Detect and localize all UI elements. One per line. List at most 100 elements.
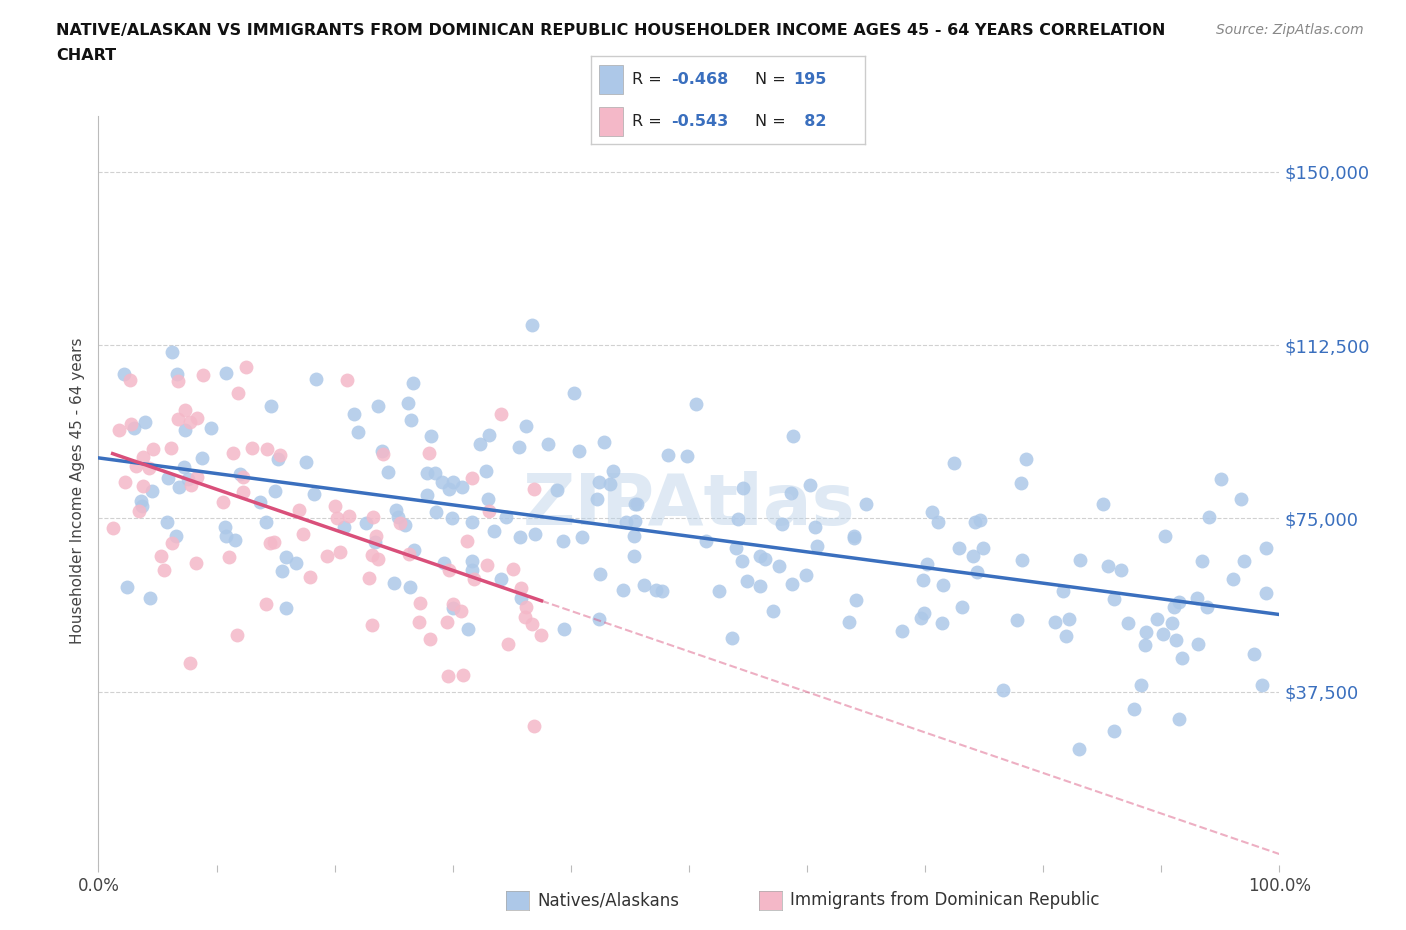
Point xyxy=(415,466,437,481)
Point xyxy=(754,551,776,566)
Point xyxy=(842,531,865,546)
Text: -0.468: -0.468 xyxy=(672,72,728,86)
Text: NATIVE/ALASKAN VS IMMIGRANTS FROM DOMINICAN REPUBLIC HOUSEHOLDER INCOME AGES 45 : NATIVE/ALASKAN VS IMMIGRANTS FROM DOMINI… xyxy=(56,23,1166,38)
Point xyxy=(249,495,271,510)
Point xyxy=(364,529,387,544)
Point xyxy=(371,446,394,461)
Point xyxy=(152,563,174,578)
Point xyxy=(931,616,953,631)
Point xyxy=(242,441,264,456)
Point xyxy=(457,621,479,636)
Point xyxy=(1059,611,1081,626)
Point xyxy=(1111,563,1133,578)
Point xyxy=(396,396,419,411)
Point xyxy=(991,683,1014,698)
Point xyxy=(553,622,575,637)
Point xyxy=(478,504,501,519)
Point xyxy=(749,578,772,593)
Point xyxy=(167,412,190,427)
Point xyxy=(108,423,131,438)
Point xyxy=(762,604,785,618)
Point xyxy=(441,474,464,489)
Point xyxy=(408,595,430,610)
Point xyxy=(191,451,214,466)
Point xyxy=(657,447,679,462)
Point xyxy=(731,480,754,495)
Point xyxy=(1191,553,1213,568)
Point xyxy=(402,376,425,391)
FancyBboxPatch shape xyxy=(599,65,623,94)
Point xyxy=(651,584,673,599)
Point xyxy=(489,572,512,587)
Point xyxy=(360,548,382,563)
Point xyxy=(806,538,828,553)
Point xyxy=(770,517,793,532)
Point xyxy=(371,444,394,458)
Point xyxy=(633,578,655,593)
Point xyxy=(585,491,607,506)
Point xyxy=(509,529,531,544)
Point xyxy=(291,527,314,542)
Point xyxy=(1254,586,1277,601)
Point xyxy=(1130,677,1153,692)
Point xyxy=(475,463,498,478)
Point xyxy=(120,417,142,432)
Point xyxy=(269,447,291,462)
Point xyxy=(530,627,553,642)
Point xyxy=(141,484,163,498)
Point xyxy=(1010,476,1032,491)
Point xyxy=(298,569,321,584)
Point xyxy=(179,415,201,430)
Point xyxy=(160,345,183,360)
Point xyxy=(599,477,621,492)
Point xyxy=(623,549,645,564)
Point xyxy=(477,492,499,507)
Point xyxy=(274,550,297,565)
Point xyxy=(567,444,589,458)
Point xyxy=(602,463,624,478)
Point xyxy=(284,555,307,570)
Point xyxy=(215,529,238,544)
Point xyxy=(160,536,183,551)
Y-axis label: Householder Income Ages 45 - 64 years: Householder Income Ages 45 - 64 years xyxy=(70,338,86,644)
Point xyxy=(1052,583,1074,598)
Point xyxy=(186,411,208,426)
Point xyxy=(523,719,546,734)
Point xyxy=(430,474,453,489)
Point xyxy=(1164,632,1187,647)
Point xyxy=(509,580,531,595)
Point xyxy=(441,600,464,615)
Point xyxy=(436,669,458,684)
Point xyxy=(963,514,986,529)
Point xyxy=(377,464,399,479)
Point xyxy=(323,498,346,513)
Point xyxy=(676,449,699,464)
Point xyxy=(226,385,249,400)
Point xyxy=(623,529,645,544)
Point xyxy=(927,514,949,529)
Point xyxy=(149,549,172,564)
Point xyxy=(1045,615,1067,630)
Point xyxy=(855,497,877,512)
Text: R =: R = xyxy=(631,72,666,86)
Point xyxy=(337,509,360,524)
Point xyxy=(387,509,409,524)
Point xyxy=(235,360,257,375)
Point xyxy=(180,478,202,493)
Point xyxy=(354,516,377,531)
Point xyxy=(134,414,156,429)
Point xyxy=(456,534,478,549)
Point xyxy=(1146,612,1168,627)
Point xyxy=(437,563,460,578)
Point xyxy=(174,423,197,438)
Point xyxy=(131,479,153,494)
Point xyxy=(1243,647,1265,662)
Point xyxy=(260,398,283,413)
Point xyxy=(468,437,491,452)
Point xyxy=(218,549,240,564)
Point xyxy=(932,578,955,592)
Point xyxy=(626,497,648,512)
Point xyxy=(1102,724,1125,738)
Point xyxy=(440,511,463,525)
Point xyxy=(1091,497,1114,512)
